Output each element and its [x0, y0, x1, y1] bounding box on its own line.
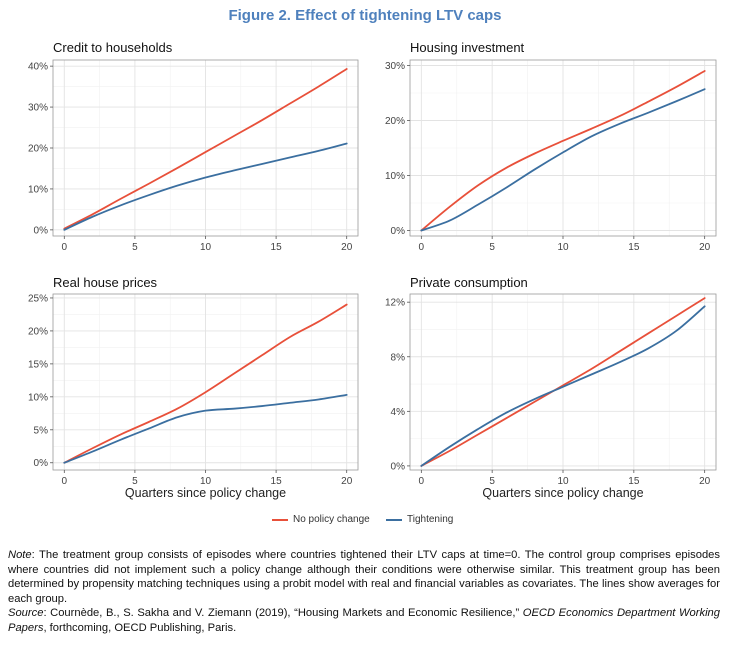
x-tick-label: 15 [271, 476, 283, 487]
series-line-no-policy-change [63, 68, 348, 230]
y-tick-label: 0% [34, 458, 49, 469]
series-line-tightening [63, 393, 348, 464]
source-text: : Cournède, B., S. Sakha and V. Ziemann … [43, 607, 520, 620]
x-tick-label: 5 [132, 242, 138, 253]
y-tick-label: 0% [391, 226, 406, 237]
panel-title: Housing investment [410, 40, 525, 55]
y-tick-label: 0% [34, 225, 49, 236]
legend-line-blue [386, 518, 402, 521]
chart-panel-real-house-prices: 0 5 10 15 20 0% 5% 10% 15% 20% 25% Real house price… [28, 275, 359, 500]
legend-label: No policy change [293, 514, 370, 525]
x-tick-label: 15 [628, 476, 640, 487]
y-tick-label: 4% [391, 407, 406, 418]
y-tick-label: 20% [28, 326, 48, 337]
y-tick-label: 10% [28, 184, 48, 195]
x-tick-label: 5 [132, 476, 138, 487]
y-tick-label: 30% [385, 61, 405, 72]
series-line-no-policy-change [420, 70, 706, 232]
series-line-tightening [420, 305, 706, 467]
chart-panel-housing-investment: 0 5 10 15 20 0% 10% 20% 30% Housing investment [385, 40, 717, 253]
panel-title: Credit to households [53, 40, 173, 55]
source-label: Source [8, 607, 44, 620]
charts-svg: 0 5 10 15 20 0% 10% 20% 30% 40% Credit to househol… [28, 40, 717, 500]
x-tick-label: 10 [557, 242, 569, 253]
series-line-no-policy-change [63, 303, 348, 464]
y-tick-label: 20% [385, 116, 405, 127]
y-tick-label: 20% [28, 144, 48, 155]
series-line-no-policy-change [420, 297, 706, 467]
y-tick-label: 10% [28, 392, 48, 403]
y-tick-label: 25% [28, 293, 48, 304]
x-tick-label: 10 [557, 476, 569, 487]
y-tick-label: 8% [391, 352, 406, 363]
x-tick-label: 20 [341, 476, 353, 487]
legend-item-no-policy-change: No policy change [272, 514, 370, 525]
x-tick-label: 20 [341, 242, 353, 253]
x-tick-label: 0 [419, 476, 425, 487]
panel-title: Real house prices [53, 275, 158, 290]
x-tick-label: 0 [62, 242, 68, 253]
x-tick-label: 0 [419, 242, 425, 253]
x-tick-label: 0 [62, 476, 68, 487]
series-line-tightening [63, 142, 348, 231]
figure-title: Figure 2. Effect of tightening LTV caps [228, 7, 502, 24]
x-tick-label: 15 [628, 242, 640, 253]
legend-line-red [272, 518, 288, 521]
y-tick-label: 12% [385, 298, 405, 309]
legend-label: Tightening [407, 514, 454, 525]
x-tick-label: 5 [489, 242, 495, 253]
note-text: : The treatment group consists of episod… [8, 549, 720, 605]
figure-notes: Note: The treatment group consists of ep… [8, 548, 720, 636]
x-tick-label: 15 [271, 242, 283, 253]
x-tick-label: 5 [489, 476, 495, 487]
y-tick-label: 15% [28, 359, 48, 370]
chart-panel-credit-to-households: 0 5 10 15 20 0% 10% 20% 30% 40% Credit to househol… [28, 40, 359, 253]
series-line-tightening [420, 88, 706, 232]
x-tick-label: 10 [200, 242, 212, 253]
x-axis-title: Quarters since policy change [482, 486, 643, 500]
x-tick-label: 10 [200, 476, 212, 487]
x-axis-title: Quarters since policy change [125, 486, 286, 500]
legend: No policy change Tightening [0, 514, 730, 530]
source-text-end: , forthcoming, OECD Publishing, Paris. [43, 621, 237, 634]
panel-title: Private consumption [410, 275, 528, 290]
chart-panel-private-consumption: 0 5 10 15 20 0% 4% 8% 12% Private consumption Quar… [385, 275, 717, 500]
y-tick-label: 40% [28, 62, 48, 73]
legend-item-tightening: Tightening [386, 514, 453, 525]
y-tick-label: 10% [385, 171, 405, 182]
y-tick-label: 5% [34, 425, 49, 436]
y-tick-label: 30% [28, 103, 48, 114]
y-tick-label: 0% [391, 461, 406, 472]
source-paragraph: Source: Cournède, B., S. Sakha and V. Zi… [8, 606, 720, 635]
source-publication: OECD Economics Department Working Papers [8, 607, 720, 634]
note-label: Note [8, 549, 32, 561]
x-tick-label: 20 [699, 242, 711, 253]
note-paragraph: Note: The treatment group consists of ep… [8, 548, 720, 606]
x-tick-label: 20 [699, 476, 711, 487]
